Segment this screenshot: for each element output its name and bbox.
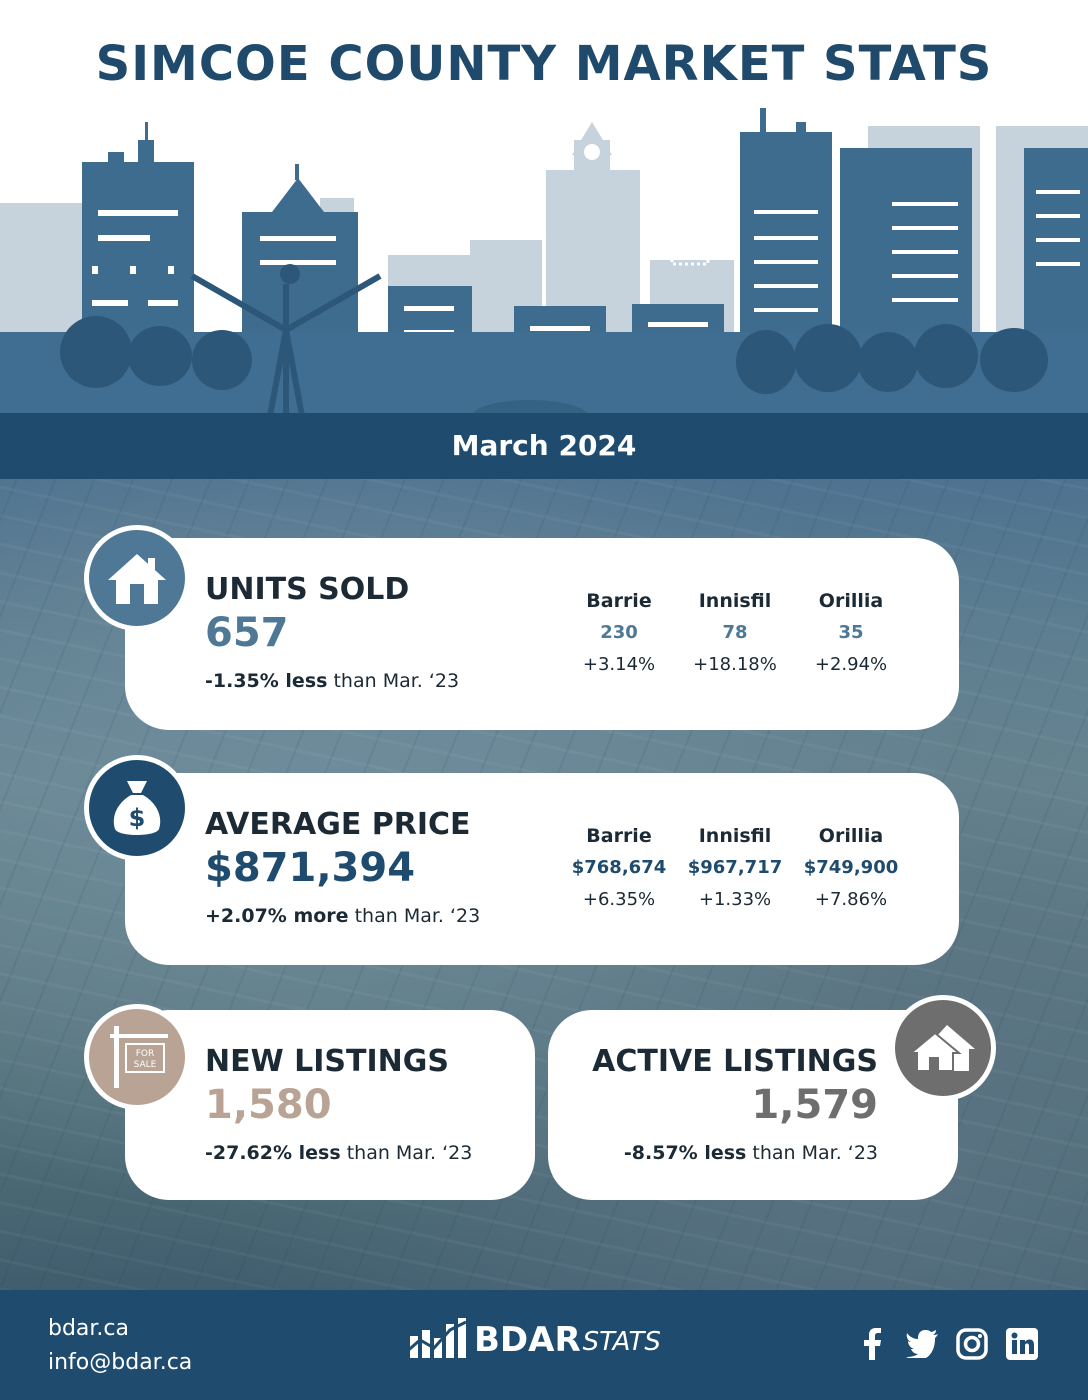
city-change: +2.94% (814, 654, 888, 675)
logo-wordmark-bold: BDAR (474, 1320, 581, 1360)
city-name: Orillia (818, 590, 884, 612)
city-value: $749,900 (803, 857, 899, 878)
svg-text:$: $ (129, 804, 146, 832)
month-banner: March 2024 (0, 413, 1088, 479)
footer: bdar.ca info@bdar.ca BDAR STATS (0, 1290, 1088, 1400)
city-skyline-illustration (0, 108, 1088, 420)
active-listings-label: ACTIVE LISTINGS (592, 1044, 878, 1079)
city-value: $967,717 (687, 857, 783, 878)
svg-text:FOR: FOR (136, 1049, 155, 1059)
facebook-icon[interactable] (856, 1328, 888, 1360)
units-sold-value: 657 (205, 610, 289, 656)
city-change: +7.86% (814, 889, 888, 910)
city-name: Barrie (586, 590, 652, 612)
page-title: SIMCOE COUNTY MARKET STATS (95, 36, 993, 92)
new-listings-label: NEW LISTINGS (205, 1044, 449, 1079)
bdar-logo-icon (404, 1318, 467, 1358)
city-stat-innisfil: Innisfil $967,717 +1.33% (675, 825, 795, 910)
logo-wordmark-italic: STATS (582, 1327, 661, 1357)
new-listings-change: -27.62% less than Mar. ‘23 (205, 1142, 473, 1164)
units-sold-card: UNITS SOLD 657 -1.35% less than Mar. ‘23… (125, 538, 959, 730)
active-listings-change: -8.57% less than Mar. ‘23 (623, 1142, 878, 1164)
city-stat-barrie: Barrie 230 +3.14% (559, 590, 679, 675)
city-value: 230 (600, 622, 638, 643)
city-name: Orillia (818, 825, 884, 847)
social-links (856, 1328, 1038, 1360)
city-stat-orillia: Orillia $749,900 +7.86% (791, 825, 911, 910)
units-sold-label: UNITS SOLD (205, 572, 410, 607)
instagram-icon[interactable] (956, 1328, 988, 1360)
house-icon (84, 525, 190, 631)
average-price-card: AVERAGE PRICE $871,394 +2.07% more than … (125, 773, 959, 965)
city-value: 35 (838, 622, 864, 643)
email-link[interactable]: info@bdar.ca (48, 1350, 193, 1375)
website-link[interactable]: bdar.ca (48, 1316, 130, 1341)
new-listings-value: 1,580 (205, 1082, 332, 1128)
city-change: +3.14% (582, 654, 656, 675)
contact-info: bdar.ca info@bdar.ca (48, 1312, 192, 1380)
average-price-change: +2.07% more than Mar. ‘23 (205, 905, 481, 927)
city-name: Innisfil (698, 590, 772, 612)
active-listings-value: 1,579 (751, 1082, 878, 1128)
city-stat-orillia: Orillia 35 +2.94% (791, 590, 911, 675)
active-listings-card: ACTIVE LISTINGS 1,579 -8.57% less than M… (548, 1010, 958, 1200)
svg-text:SALE: SALE (134, 1060, 157, 1070)
average-price-value: $871,394 (205, 845, 416, 891)
city-stat-innisfil: Innisfil 78 +18.18% (675, 590, 795, 675)
houses-icon (890, 995, 996, 1101)
city-change: +18.18% (693, 654, 777, 675)
for-sale-sign-icon: FOR SALE (84, 1004, 190, 1110)
city-stat-barrie: Barrie $768,674 +6.35% (559, 825, 679, 910)
city-name: Barrie (586, 825, 652, 847)
city-name: Innisfil (698, 825, 772, 847)
city-value: 78 (722, 622, 748, 643)
money-bag-icon: $ (84, 755, 190, 861)
units-sold-change: -1.35% less than Mar. ‘23 (205, 670, 460, 692)
city-change: +6.35% (582, 889, 656, 910)
city-change: +1.33% (698, 889, 772, 910)
new-listings-card: NEW LISTINGS 1,580 -27.62% less than Mar… (125, 1010, 535, 1200)
city-value: $768,674 (571, 857, 667, 878)
bdar-stats-logo: BDAR STATS (404, 1316, 661, 1360)
linkedin-icon[interactable] (1006, 1328, 1038, 1360)
average-price-label: AVERAGE PRICE (205, 807, 471, 842)
twitter-icon[interactable] (906, 1328, 938, 1360)
